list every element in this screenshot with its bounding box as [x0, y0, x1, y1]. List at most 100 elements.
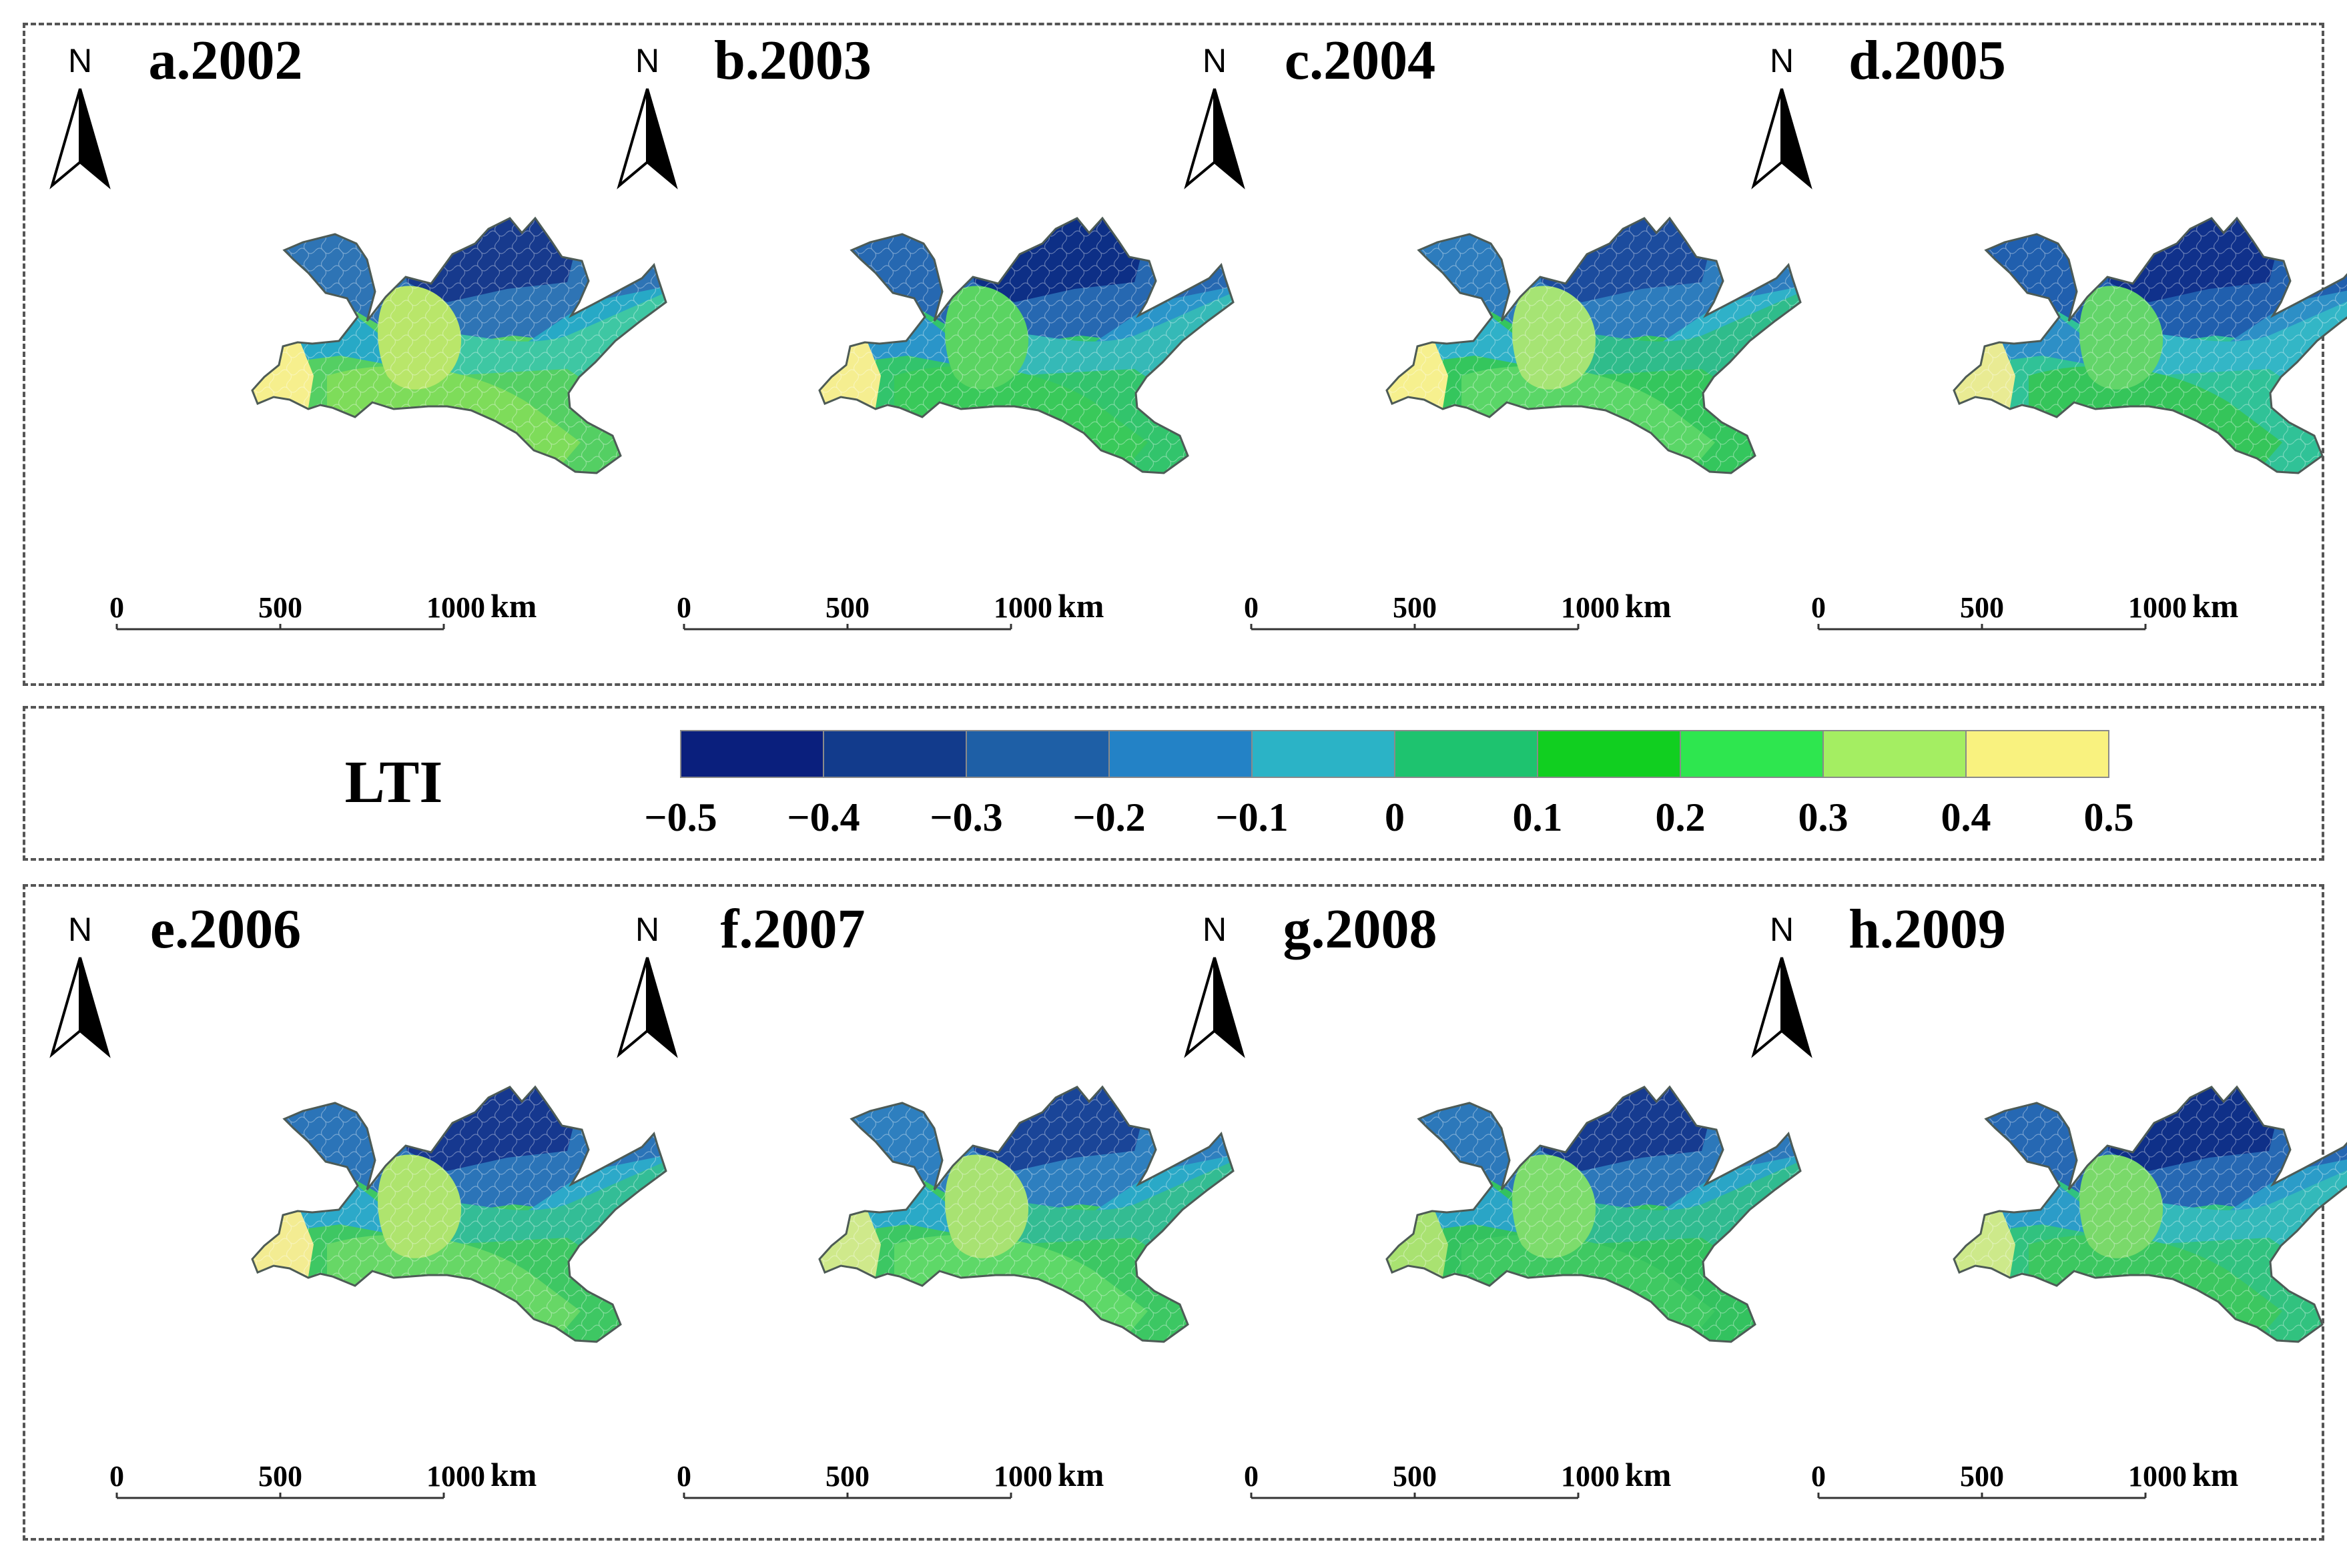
region-outline	[1385, 216, 1802, 474]
scale-bar: 0 500 1000 km	[677, 1456, 1104, 1499]
north-label: N	[1203, 42, 1227, 79]
legend-swatch	[1822, 730, 1967, 778]
scale-tick-label: 1000	[1561, 591, 1620, 624]
legend-tick-label: −0.3	[930, 795, 1002, 839]
north-label: N	[68, 42, 92, 79]
lti-choropleth-map	[818, 1085, 1235, 1343]
legend-swatch	[1680, 730, 1824, 778]
legend-title: LTI	[345, 749, 443, 815]
scale-tick-label: 0	[109, 591, 124, 624]
panel-title: a.2002	[149, 29, 303, 91]
legend-tick-label: 0.2	[1656, 795, 1706, 839]
region-outline	[251, 216, 667, 474]
map-panel: b.2003 N 0 500 1000 km	[617, 29, 1235, 631]
north-arrow-icon: N	[617, 911, 678, 1058]
north-arrow-icon: N	[1751, 42, 1812, 189]
panel-title: b.2003	[714, 29, 872, 91]
lti-choropleth-map	[1385, 1085, 1802, 1343]
north-label: N	[1203, 911, 1227, 948]
map-panel: e.2006 N 0 500 1000 km	[49, 898, 667, 1499]
panel-title: h.2009	[1849, 898, 2006, 960]
scale-bar: 0 500 1000 km	[1244, 587, 1671, 631]
scale-unit-label: km	[1625, 1456, 1671, 1493]
scale-bar: 0 500 1000 km	[1811, 1456, 2238, 1499]
scale-tick-label: 0	[1811, 1460, 1826, 1493]
scale-tick-label: 0	[677, 1460, 691, 1493]
legend-frame	[23, 706, 2324, 861]
scale-tick-label: 500	[258, 591, 302, 624]
legend-swatch	[680, 730, 824, 778]
lti-choropleth-map	[1385, 216, 1802, 474]
scale-tick-label: 500	[1960, 591, 2004, 624]
scale-tick-label: 0	[677, 591, 691, 624]
map-panel: c.2004 N 0 500 1000 km	[1184, 29, 1802, 631]
north-label: N	[1770, 911, 1794, 948]
region-outline	[1385, 1085, 1802, 1343]
scale-tick-label: 1000	[2128, 591, 2187, 624]
scale-tick-label: 1000	[2128, 1460, 2187, 1493]
north-label: N	[1770, 42, 1794, 79]
north-arrow-icon: N	[49, 911, 111, 1058]
legend-tick-label: 0.4	[1941, 795, 1991, 839]
region-outline	[1953, 1085, 2347, 1343]
lti-legend: LTI −0.5 −0.4 −0.3 −0.2 −0.1 0 0.1 0.2 0.3 0.4 0.5	[345, 730, 2134, 839]
scale-bar: 0 500 1000 km	[109, 1456, 537, 1499]
legend-swatch	[1251, 730, 1395, 778]
legend-swatch	[1965, 730, 2109, 778]
scale-tick-label: 0	[1244, 1460, 1259, 1493]
scale-bar: 0 500 1000 km	[1244, 1456, 1671, 1499]
region-outline	[818, 1085, 1235, 1343]
lti-choropleth-map	[818, 216, 1235, 474]
panel-title: d.2005	[1849, 29, 2006, 91]
scale-tick-label: 0	[1811, 591, 1826, 624]
legend-tick-label: 0.5	[2084, 795, 2134, 839]
legend-tick-label: 0	[1385, 795, 1405, 839]
panel-title: g.2008	[1283, 898, 1437, 960]
region-outline	[1953, 216, 2347, 474]
scale-unit-label: km	[2192, 587, 2238, 625]
scale-unit-label: km	[490, 1456, 537, 1493]
scale-unit-label: km	[490, 587, 537, 625]
north-arrow-icon: N	[617, 42, 678, 189]
scale-tick-label: 0	[1244, 591, 1259, 624]
scale-tick-label: 500	[825, 1460, 870, 1493]
north-arrow-icon: N	[49, 42, 111, 189]
map-panel: d.2005 N 0 500 1000 km	[1751, 29, 2347, 631]
map-panel: h.2009 N 0 500 1000 km	[1751, 898, 2347, 1499]
legend-tick-label: −0.1	[1215, 795, 1288, 839]
scale-tick-label: 500	[825, 591, 870, 624]
scale-bar: 0 500 1000 km	[677, 587, 1104, 631]
lti-choropleth-map	[1953, 216, 2347, 474]
legend-tick-label: 0.3	[1798, 795, 1849, 839]
scale-tick-label: 500	[1960, 1460, 2004, 1493]
scale-bar: 0 500 1000 km	[109, 587, 537, 631]
north-label: N	[635, 42, 659, 79]
legend-swatch	[823, 730, 967, 778]
north-arrow-icon: N	[1751, 911, 1812, 1058]
scale-tick-label: 1000	[994, 1460, 1052, 1493]
scale-tick-label: 1000	[426, 1460, 485, 1493]
lti-choropleth-map	[251, 1085, 667, 1343]
scale-unit-label: km	[1058, 587, 1104, 625]
panel-title: f.2007	[721, 898, 866, 960]
scale-bar: 0 500 1000 km	[1811, 587, 2238, 631]
map-panel: f.2007 N 0 500 1000 km	[617, 898, 1235, 1499]
north-label: N	[68, 911, 92, 948]
legend-tick-label: 0.1	[1513, 795, 1563, 839]
legend-swatch	[966, 730, 1110, 778]
scale-unit-label: km	[2192, 1456, 2238, 1493]
scale-tick-label: 1000	[426, 591, 485, 624]
region-outline	[251, 1085, 667, 1343]
legend-swatch	[1394, 730, 1538, 778]
panel-title: e.2006	[150, 898, 301, 960]
north-label: N	[635, 911, 659, 948]
north-arrow-icon: N	[1184, 911, 1245, 1058]
scale-tick-label: 500	[258, 1460, 302, 1493]
north-arrow-icon: N	[1184, 42, 1245, 189]
map-panel: g.2008 N 0 500 1000 km	[1184, 898, 1802, 1499]
scale-unit-label: km	[1625, 587, 1671, 625]
scale-unit-label: km	[1058, 1456, 1104, 1493]
scale-tick-label: 500	[1393, 1460, 1437, 1493]
legend-swatch	[1108, 730, 1253, 778]
legend-tick-label: −0.4	[787, 795, 860, 839]
